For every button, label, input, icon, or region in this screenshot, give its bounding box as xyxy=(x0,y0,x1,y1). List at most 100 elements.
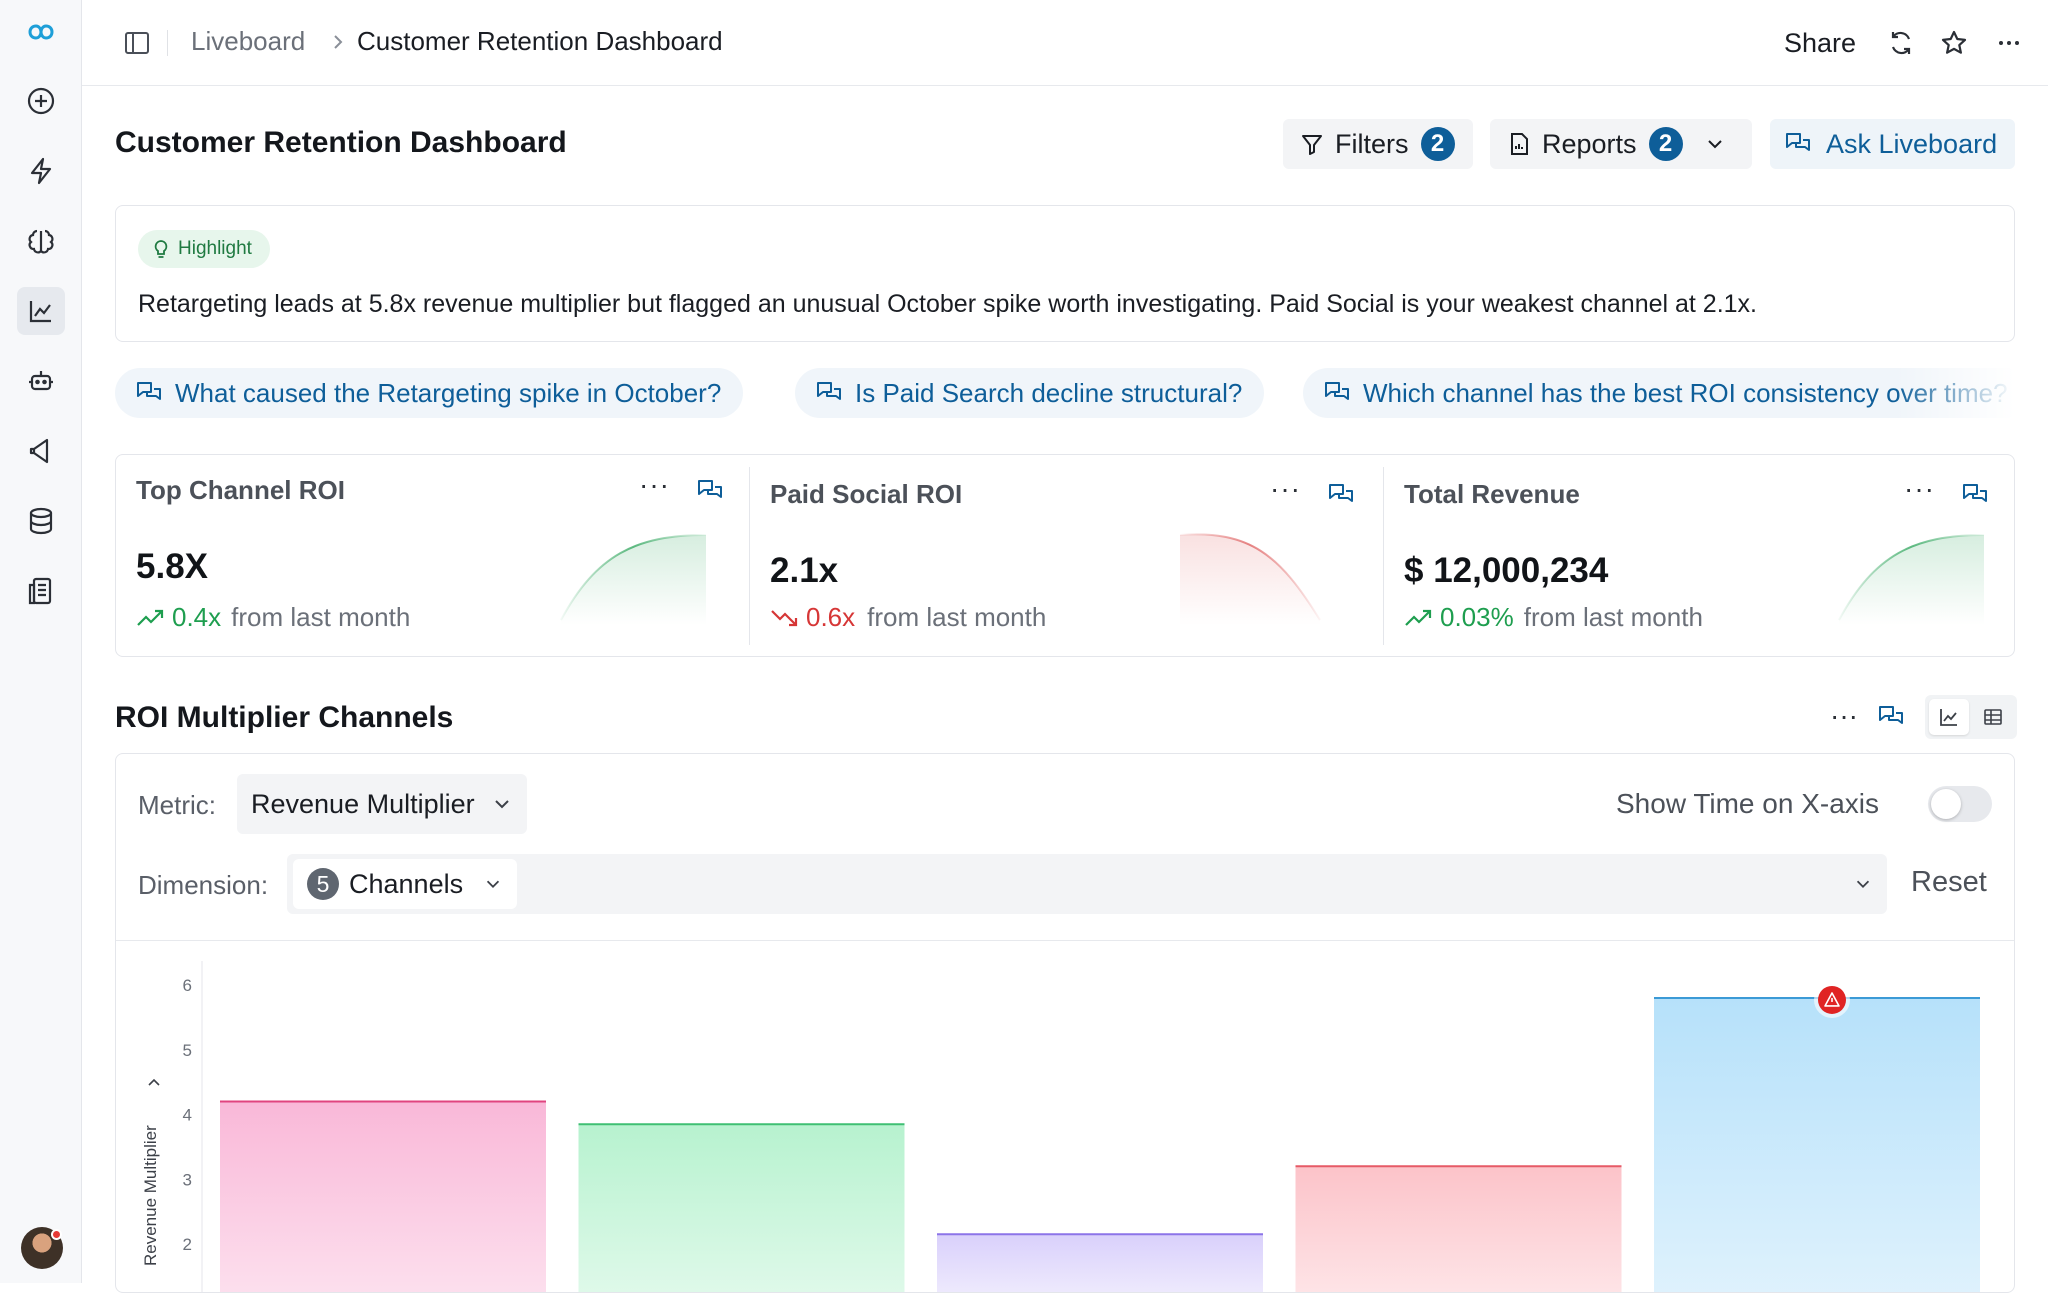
refresh-icon[interactable] xyxy=(1886,28,1916,58)
sparkline-up xyxy=(1838,534,1985,625)
filter-icon xyxy=(1302,135,1322,155)
more-icon[interactable]: ··· xyxy=(1830,700,1858,731)
sparkline-up xyxy=(560,534,707,625)
kpi-title: Paid Social ROI xyxy=(770,479,963,509)
breadcrumb-current: Customer Retention Dashboard xyxy=(357,26,723,56)
kpi-title: Total Revenue xyxy=(1404,479,1580,509)
ask-liveboard-button[interactable]: Ask Liveboard xyxy=(1770,119,2015,169)
more-icon[interactable] xyxy=(1994,28,2024,58)
bot-icon[interactable] xyxy=(17,357,65,405)
report-icon[interactable] xyxy=(17,567,65,615)
kpi-card-paid-social-roi[interactable]: Paid Social ROI ··· 2.1x 0.6x from last … xyxy=(750,455,1383,656)
kpi-delta-value: 0.03% xyxy=(1440,602,1514,632)
chevron-right-icon xyxy=(334,35,343,49)
metric-label: Metric: xyxy=(138,790,216,820)
kpi-value: 5.8X xyxy=(136,547,208,586)
lightbulb-icon xyxy=(154,240,168,258)
add-icon[interactable] xyxy=(17,77,65,125)
trend-up-icon xyxy=(137,609,164,626)
kpi-delta-value: 0.6x xyxy=(806,602,856,632)
suggestion-fade xyxy=(1895,368,2015,418)
sidebar-toggle-icon[interactable] xyxy=(122,28,152,58)
more-icon[interactable]: ··· xyxy=(1270,473,1301,504)
filters-label: Filters xyxy=(1335,128,1409,159)
chevron-down-icon[interactable] xyxy=(1705,134,1725,154)
reports-label: Reports xyxy=(1542,128,1637,159)
kpi-card-total-revenue[interactable]: Total Revenue ··· $ 12,000,234 0.03% fro… xyxy=(1384,455,2016,656)
chat-icon[interactable] xyxy=(1327,481,1355,509)
bolt-icon[interactable] xyxy=(17,147,65,195)
star-icon[interactable] xyxy=(1939,28,1969,58)
dimension-field[interactable]: 5 Channels xyxy=(287,854,1887,914)
logo-icon[interactable] xyxy=(17,8,65,56)
chart-view-button[interactable] xyxy=(1929,699,1969,735)
more-icon[interactable]: ··· xyxy=(1904,473,1935,504)
table-icon xyxy=(1984,709,2002,725)
bar-2[interactable] xyxy=(937,1234,1263,1293)
suggestion-label: What caused the Retargeting spike in Oct… xyxy=(175,377,722,408)
chat-icon[interactable] xyxy=(696,477,724,505)
megaphone-icon[interactable] xyxy=(17,427,65,475)
reports-button[interactable]: Reports 2 xyxy=(1490,119,1752,169)
more-icon[interactable]: ··· xyxy=(639,469,670,500)
metric-dropdown[interactable]: Revenue Multiplier xyxy=(237,774,527,834)
document-icon xyxy=(1511,133,1528,155)
chat-icon xyxy=(817,382,841,400)
share-button[interactable]: Share xyxy=(1784,28,1857,58)
kpi-delta: 0.4x from last month xyxy=(136,602,410,633)
kpi-divider xyxy=(749,467,750,645)
controls-divider xyxy=(116,940,2014,941)
chevron-down-icon[interactable] xyxy=(1853,874,1873,894)
y-tick-label: 6 xyxy=(183,976,192,995)
chevron-down-icon xyxy=(494,800,509,809)
highlight-pill: Highlight xyxy=(138,230,270,268)
dimension-label: Dimension: xyxy=(138,870,269,900)
kpi-delta-suffix: from last month xyxy=(867,602,1047,632)
kpi-row: Top Channel ROI ··· 5.8X 0.4x from last … xyxy=(115,454,2015,657)
top-bar: Liveboard Customer Retention Dashboard S… xyxy=(82,0,2048,86)
trend-down-icon xyxy=(771,609,798,626)
breadcrumb-divider xyxy=(167,30,168,56)
suggestion-paid-search[interactable]: Is Paid Search decline structural? xyxy=(795,368,1265,418)
highlight-pill-label: Highlight xyxy=(178,238,252,259)
chat-icon[interactable] xyxy=(1877,703,1905,731)
highlight-text: Retargeting leads at 5.8x revenue multip… xyxy=(138,290,1757,318)
y-axis-chevron-icon[interactable] xyxy=(148,1078,160,1086)
view-toggle xyxy=(1925,695,2017,739)
kpi-delta-suffix: from last month xyxy=(1523,602,1703,632)
table-view-button[interactable] xyxy=(1973,699,2013,735)
suggestion-label: Is Paid Search decline structural? xyxy=(855,377,1243,408)
roi-bar-chart: 6 5 4 3 2 Revenue Multiplier xyxy=(141,961,1980,1293)
y-axis-label: Revenue Multiplier xyxy=(141,1125,160,1266)
reset-button[interactable]: Reset xyxy=(1911,866,1987,898)
filters-button[interactable]: Filters 2 xyxy=(1283,119,1473,169)
page-title: Customer Retention Dashboard xyxy=(115,126,567,159)
kpi-card-top-channel-roi[interactable]: Top Channel ROI ··· 5.8X 0.4x from last … xyxy=(116,455,749,656)
chat-icon[interactable] xyxy=(1961,481,1989,509)
kpi-delta-suffix: from last month xyxy=(231,602,411,632)
show-time-toggle[interactable] xyxy=(1928,786,1992,822)
metric-value: Revenue Multiplier xyxy=(251,788,475,819)
suggestion-retargeting-spike[interactable]: What caused the Retargeting spike in Oct… xyxy=(115,368,744,418)
suggested-questions: What caused the Retargeting spike in Oct… xyxy=(115,368,2015,418)
channels-chip-label: Channels xyxy=(349,868,464,899)
kpi-delta: 0.03% from last month xyxy=(1404,602,1703,633)
chart-icon xyxy=(1940,709,1957,726)
bar-0[interactable] xyxy=(220,1101,546,1293)
sparkline-down xyxy=(1179,533,1321,625)
bar-1[interactable] xyxy=(578,1124,905,1293)
y-tick-label: 3 xyxy=(183,1170,192,1189)
show-time-label: Show Time on X-axis xyxy=(1616,788,1879,819)
breadcrumb-liveboard[interactable]: Liveboard xyxy=(191,26,306,56)
chart-card: Metric: Revenue Multiplier Show Time on … xyxy=(115,753,2015,1293)
bar-3[interactable] xyxy=(1295,1166,1622,1293)
chart-icon[interactable] xyxy=(17,287,65,335)
kpi-value: $ 12,000,234 xyxy=(1404,551,1609,590)
y-tick-label: 4 xyxy=(183,1106,192,1125)
database-icon[interactable] xyxy=(17,497,65,545)
highlight-card: Highlight Retargeting leads at 5.8x reve… xyxy=(115,205,2015,342)
channels-chip[interactable]: 5 Channels xyxy=(293,859,518,909)
bar-4[interactable] xyxy=(1654,997,1980,1293)
notification-dot xyxy=(51,1229,62,1240)
brain-icon[interactable] xyxy=(17,217,65,265)
